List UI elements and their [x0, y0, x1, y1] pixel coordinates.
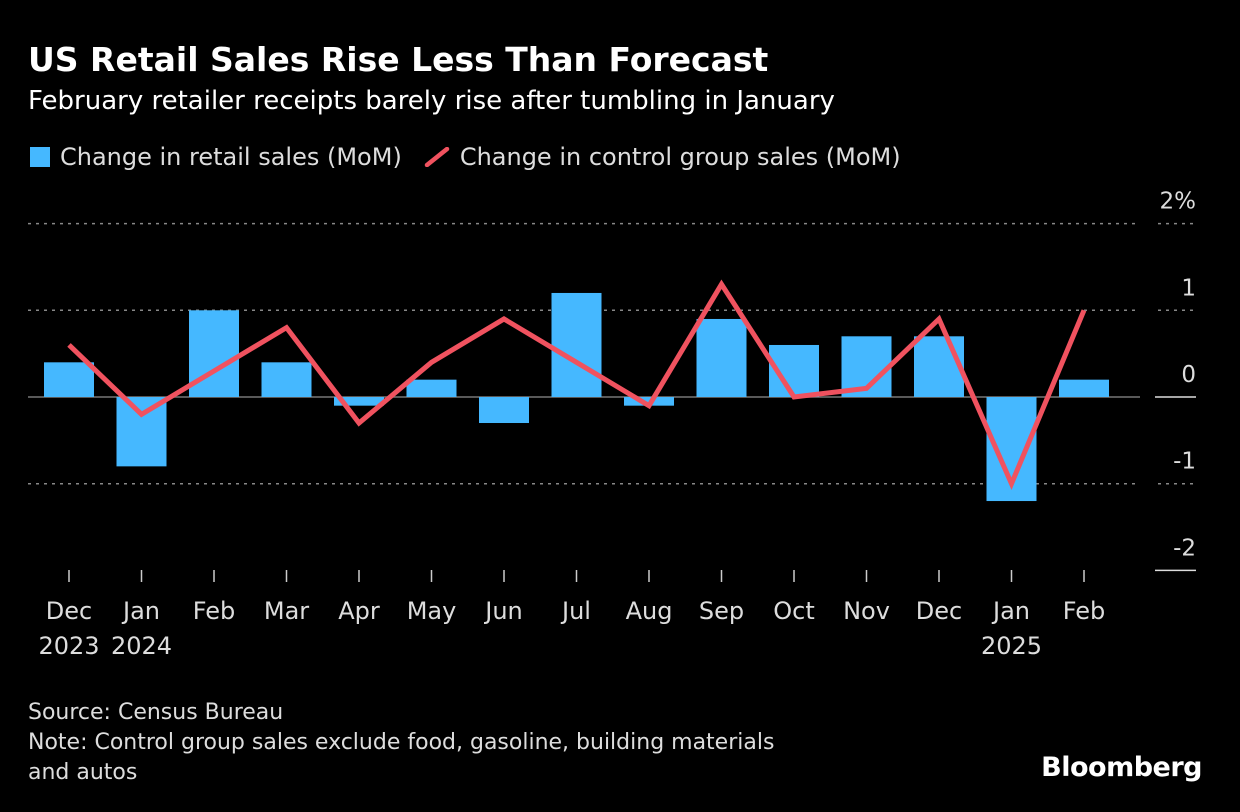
y-tick-label: -1 [1173, 449, 1196, 475]
bar-retail-sales [1059, 379, 1109, 397]
legend-label-control: Change in control group sales (MoM) [459, 143, 901, 171]
y-tick-label: -2 [1173, 535, 1196, 561]
y-tick-label: 2% [1160, 189, 1197, 215]
chart-title: US Retail Sales Rise Less Than Forecast [28, 40, 769, 79]
y-tick-label: 1 [1181, 275, 1196, 301]
x-year-label: 2023 [38, 632, 99, 660]
bar-retail-sales [334, 397, 384, 406]
x-tick-label: Jul [560, 597, 591, 625]
bar-retail-sales [551, 292, 602, 397]
x-tick-label: Sep [699, 597, 744, 625]
bar-retail-sales [406, 379, 457, 397]
chart-subtitle: February retailer receipts barely rise a… [28, 86, 835, 116]
x-tick-label: Oct [773, 597, 815, 625]
x-year-label: 2025 [981, 632, 1042, 660]
source-note: Source: Census Bureau [28, 700, 284, 725]
x-tick-label: Jan [991, 597, 1030, 625]
x-tick-label: Feb [1063, 597, 1106, 625]
chart-area: 2% 1 0 -1 -2 Dec 2023 Jan 2024 Feb Mar Apr May Jun Jul… [28, 189, 1197, 660]
x-tick-label: Apr [338, 597, 380, 625]
legend-label-retail: Change in retail sales (MoM) [60, 143, 402, 171]
x-tick-label: Aug [626, 597, 673, 625]
x-tick-label: Jan [121, 597, 160, 625]
x-year-label: 2024 [111, 632, 172, 660]
bar-retail-sales [44, 362, 94, 397]
legend: Change in retail sales (MoM) Change in c… [30, 143, 901, 171]
bar-retail-sales [914, 336, 964, 397]
bloomberg-logo: Bloomberg [1041, 752, 1202, 783]
x-tick-label: Mar [264, 597, 309, 625]
bar-retail-sales [261, 362, 312, 397]
x-tick-label: Nov [843, 597, 890, 625]
y-tick-label: 0 [1181, 362, 1196, 388]
bar-retail-sales [116, 397, 167, 467]
bar-retail-sales [479, 397, 529, 424]
legend-line-swatch [424, 147, 450, 167]
footnote-line1: Note: Control group sales exclude food, … [28, 730, 775, 755]
legend-bar-swatch [30, 147, 50, 167]
footnote-line2: and autos [28, 760, 138, 785]
x-tick-label: May [407, 597, 457, 625]
bar-retail-sales [696, 318, 747, 397]
x-tick-label: Jun [483, 597, 523, 625]
x-tick-label: Dec [916, 597, 962, 625]
x-tick-label: Dec [46, 597, 92, 625]
x-tick-label: Feb [193, 597, 236, 625]
